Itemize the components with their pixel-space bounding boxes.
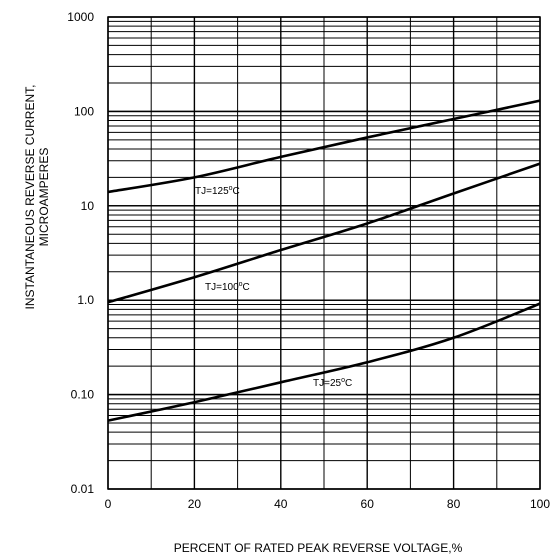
curves: TJ=125oC TJ=100oC TJ=25oC (107, 99, 541, 422)
series-line-2 (107, 302, 541, 422)
x-tick-label: 20 (188, 497, 202, 511)
series-label-0: TJ=125oC (195, 185, 240, 197)
x-tick-label: 100 (530, 497, 550, 511)
x-tick-label: 0 (105, 497, 112, 511)
y-tick-label: 0.01 (71, 482, 95, 496)
series-line-1 (107, 162, 541, 304)
x-tick-label: 80 (447, 497, 461, 511)
y-tick-label: 10 (81, 199, 95, 213)
y-axis-label-line2: MICROAMPERES (37, 148, 51, 247)
series-label-2: TJ=25oC (313, 377, 352, 389)
grid (107, 16, 541, 490)
x-tick-label: 60 (361, 497, 375, 511)
series-line-0 (107, 99, 541, 194)
tick-labels: 0 20 40 60 80 100 0.01 0.10 1.0 10 100 1000 (67, 10, 550, 511)
x-axis-label: PERCENT OF RATED PEAK REVERSE VOLTAGE,% (174, 541, 463, 555)
x-tick-label: 40 (274, 497, 288, 511)
y-tick-label: 1.0 (77, 293, 94, 307)
series-label-1: TJ=100oC (205, 281, 250, 293)
plot-frame (107, 16, 541, 490)
y-tick-label: 1000 (67, 10, 94, 24)
y-axis-label-line1: INSTANTANEOUS REVERSE CURRENT, (23, 85, 37, 310)
y-tick-label: 100 (74, 104, 94, 118)
y-tick-label: 0.10 (71, 388, 95, 402)
